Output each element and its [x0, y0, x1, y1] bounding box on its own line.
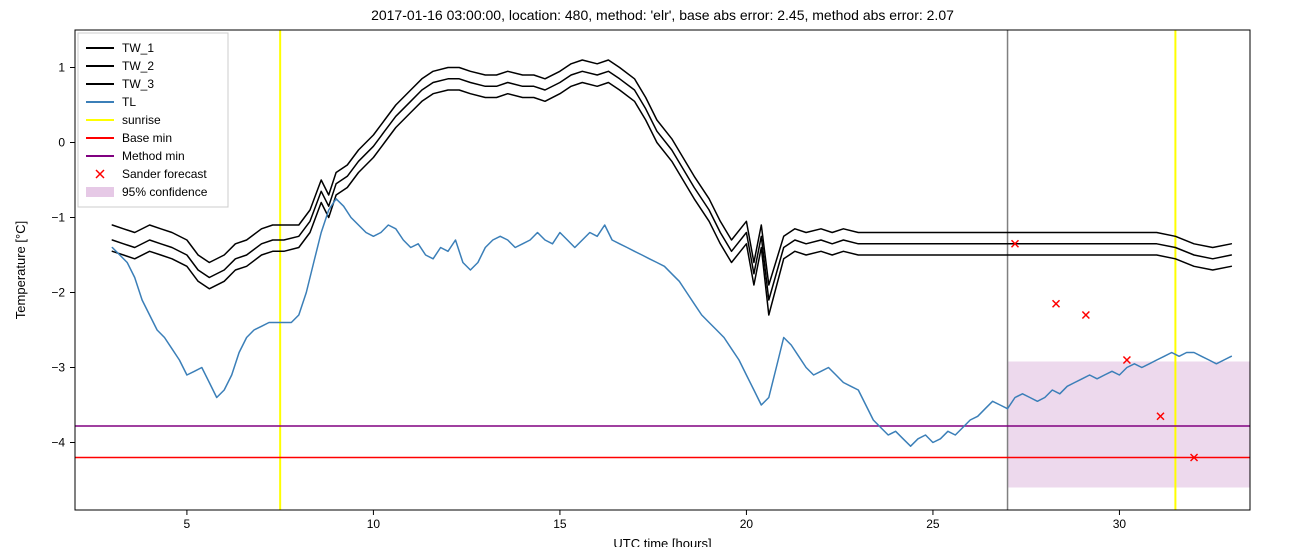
ytick-label: −4: [51, 436, 65, 450]
legend-label: TL: [122, 95, 136, 109]
ytick-label: 1: [58, 61, 65, 75]
legend-swatch: [86, 187, 114, 197]
xtick-label: 25: [926, 517, 940, 531]
xlabel: UTC time [hours]: [613, 536, 711, 547]
confidence-band: [1008, 362, 1250, 488]
xtick-label: 5: [184, 517, 191, 531]
legend-label: Sander forecast: [122, 167, 207, 181]
legend-label: TW_1: [122, 41, 154, 55]
legend-label: 95% confidence: [122, 185, 208, 199]
xtick-label: 30: [1113, 517, 1127, 531]
chart-title: 2017-01-16 03:00:00, location: 480, meth…: [371, 7, 954, 23]
chart-container: 5 10 15 20 25 30 −4 −3 −2 −1 0 1 UTC time [hours] Tem…: [0, 0, 1313, 547]
ytick-label: 0: [58, 136, 65, 150]
chart-svg: 5 10 15 20 25 30 −4 −3 −2 −1 0 1 UTC time [hours] Tem…: [0, 0, 1313, 547]
legend-label: sunrise: [122, 113, 161, 127]
legend-label: Method min: [122, 149, 185, 163]
xtick-label: 20: [740, 517, 754, 531]
legend-label: TW_3: [122, 77, 154, 91]
ytick-label: −2: [51, 286, 65, 300]
ytick-label: −3: [51, 361, 65, 375]
xtick-label: 10: [367, 517, 381, 531]
legend-label: Base min: [122, 131, 172, 145]
xtick-label: 15: [553, 517, 567, 531]
legend-label: TW_2: [122, 59, 154, 73]
ytick-label: −1: [51, 211, 65, 225]
ylabel: Temperature [°C]: [13, 221, 28, 319]
